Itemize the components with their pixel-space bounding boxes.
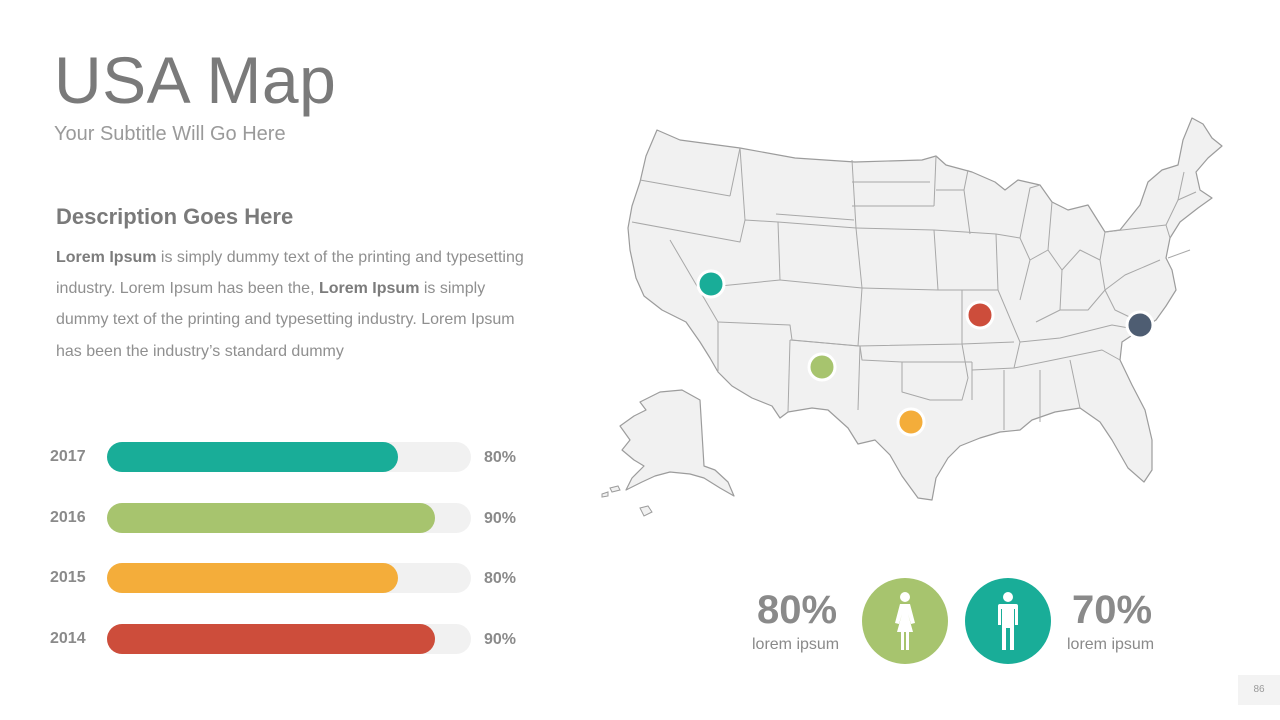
bar-track xyxy=(107,624,471,654)
bar-row-2015: 2015 80% xyxy=(48,563,528,593)
description-bold-1: Lorem Ipsum xyxy=(56,249,157,266)
north-carolina-marker xyxy=(1125,310,1155,340)
texas-marker xyxy=(896,407,926,437)
description-bold-2: Lorem Ipsum xyxy=(318,280,420,298)
bar-percent: 80% xyxy=(484,570,517,587)
male-stat-value: 70% xyxy=(1072,588,1153,632)
female-icon xyxy=(895,592,915,650)
bar-fill xyxy=(107,442,399,472)
bar-fill xyxy=(107,624,435,654)
contiguous-us-shape xyxy=(627,117,1223,501)
bar-track xyxy=(107,442,471,472)
bar-percent: 90% xyxy=(484,631,517,648)
bar-row-2017: 2017 80% xyxy=(48,442,528,472)
bar-year: 2016 xyxy=(50,509,86,526)
description-text-1: is simply dummy text of the printing and… xyxy=(56,249,524,298)
description-text-2: is simply dummy text of the printing and… xyxy=(56,280,515,360)
alaska-islands xyxy=(601,485,653,517)
male-stat-label: lorem ipsum xyxy=(1067,636,1155,653)
bar-track xyxy=(107,503,471,533)
bar-year: 2015 xyxy=(50,569,86,586)
female-stat-value: 80% xyxy=(757,588,838,632)
bar-fill xyxy=(107,503,435,533)
male-icon xyxy=(998,592,1018,650)
new-mexico-marker xyxy=(807,352,837,382)
map-markers xyxy=(696,269,1155,437)
usa-map xyxy=(600,110,1240,530)
description-text: Lorem Ipsum is simply dummy text of the … xyxy=(56,242,526,367)
state-borders xyxy=(631,147,1197,430)
female-stat-label: lorem ipsum xyxy=(752,636,840,653)
bar-track xyxy=(107,563,471,593)
page-subtitle: Your Subtitle Will Go Here xyxy=(54,123,286,145)
map-land xyxy=(627,117,1223,501)
bar-row-2014: 2014 90% xyxy=(48,624,528,654)
bar-year: 2017 xyxy=(50,448,86,465)
page-number: 86 xyxy=(1238,675,1280,705)
female-circle xyxy=(862,578,948,664)
male-circle xyxy=(965,578,1051,664)
bar-year: 2014 xyxy=(50,630,86,647)
description-heading: Description Goes Here xyxy=(56,204,294,229)
bar-percent: 80% xyxy=(484,449,517,466)
alaska-shape xyxy=(619,389,735,497)
nevada-marker xyxy=(696,269,726,299)
usa-map-graphic xyxy=(601,117,1223,517)
missouri-marker xyxy=(965,300,995,330)
bar-percent: 90% xyxy=(484,510,517,527)
bar-row-2016: 2016 90% xyxy=(48,503,528,533)
page-title: USA Map xyxy=(54,43,337,117)
bar-fill xyxy=(107,563,399,593)
